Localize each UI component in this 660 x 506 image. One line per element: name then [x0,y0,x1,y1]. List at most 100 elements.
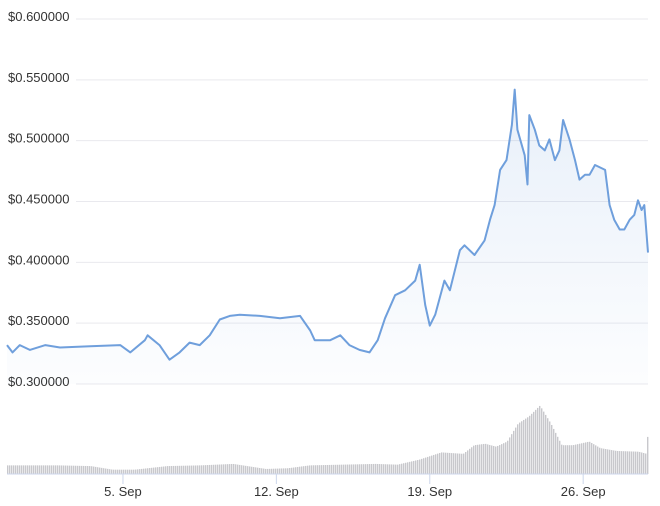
volume-bar [343,465,344,474]
volume-bar [109,469,110,474]
volume-bar [245,466,246,474]
volume-bar [561,445,562,474]
volume-bar [619,451,620,474]
volume-bar [153,468,154,474]
volume-bar [589,442,590,474]
volume-bar [507,441,508,474]
volume-bar [235,464,236,474]
volume-bar [629,451,630,474]
volume-bar [281,468,282,474]
volume-bar [563,445,564,474]
volume-bar [445,453,446,474]
volume-bar [391,464,392,474]
volume-bar [285,468,286,474]
volume-bar [433,455,434,474]
volume-bar [107,469,108,474]
volume-bar [631,451,632,474]
volume-bar [253,467,254,474]
volume-bar [69,466,70,474]
volume-bar [79,466,80,474]
volume-bar [369,464,370,474]
volume-bar [229,464,230,474]
volume-bar [439,453,440,474]
volume-bar [543,412,544,474]
volume-bar [275,469,276,474]
volume-bar [55,465,56,474]
volume-bar [117,470,118,474]
volume-bar [347,465,348,474]
volume-bar [225,464,226,474]
volume-bar [501,444,502,474]
volume-bar [185,466,186,474]
volume-bar [323,465,324,474]
volume-bar [17,465,18,474]
volume-bar [499,445,500,474]
volume-bar [125,470,126,474]
volume-bar [59,465,60,474]
volume-bar [503,443,504,474]
volume-bar [315,465,316,474]
volume-bar [317,465,318,474]
volume-bar [137,469,138,474]
volume-bar [545,415,546,474]
y-axis-labels: $0.600000$0.550000$0.500000$0.450000$0.4… [8,9,69,389]
volume-bar [19,465,20,474]
volume-bar [277,469,278,474]
volume-bar [293,467,294,474]
volume-bar [529,416,530,474]
volume-bar [553,429,554,474]
volume-bar [357,464,358,474]
volume-bar [301,466,302,474]
volume-bar [269,469,270,474]
volume-bar [385,464,386,474]
volume-bar [239,465,240,474]
volume-bar [565,445,566,474]
volume-bar [463,454,464,474]
volume-bar [25,465,26,474]
volume-bar [67,466,68,474]
volume-bar [591,443,592,474]
volume-bar [173,466,174,474]
volume-bar [271,469,272,474]
volume-bar [87,466,88,474]
volume-bar [311,465,312,474]
volume-bar [453,453,454,474]
volume-bar [313,465,314,474]
volume-bar [473,446,474,474]
volume-bar [21,465,22,474]
volume-bar [359,464,360,474]
volume-bar [201,465,202,474]
volume-bar [119,470,120,474]
volume-bar [339,465,340,474]
volume-bar [403,463,404,474]
volume-bar [255,467,256,474]
volume-bar [393,465,394,474]
volume-bar [511,434,512,474]
volume-bar [11,465,12,474]
volume-bar [151,468,152,474]
volume-bar [273,469,274,474]
volume-bar [381,464,382,474]
volume-bar [449,453,450,474]
volume-bar [179,466,180,474]
volume-bar [599,448,600,474]
volume-bar [95,467,96,474]
volume-bar [509,437,510,474]
volume-bar [265,469,266,474]
volume-bar [469,449,470,474]
y-tick-label: $0.350000 [8,313,69,328]
volume-bar [437,454,438,474]
volume-bar [27,465,28,474]
volume-bar [341,465,342,474]
volume-bar [257,468,258,474]
volume-bar [303,466,304,474]
volume-bar [497,446,498,474]
volume-bar [111,470,112,474]
volume-bar [147,468,148,474]
volume-bar [615,451,616,474]
volume-bar [81,466,82,474]
volume-bar [93,467,94,474]
volume-bar [171,466,172,474]
volume-bar [495,447,496,474]
